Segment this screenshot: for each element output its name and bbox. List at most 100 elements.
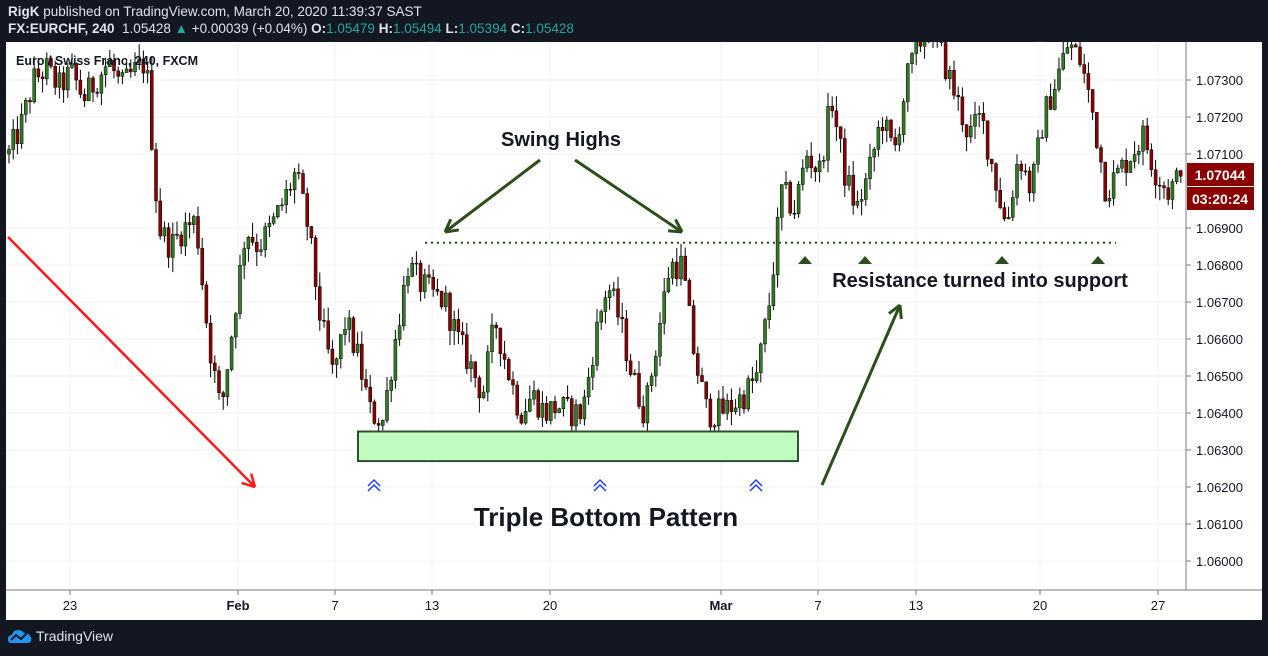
last-price-label-bg <box>1187 163 1254 186</box>
candle <box>313 235 318 300</box>
candle-body <box>763 319 767 345</box>
candle <box>822 155 826 169</box>
candle <box>1057 57 1061 92</box>
double-chevron-up-icon <box>749 478 763 487</box>
candle-body <box>473 361 477 378</box>
candle-body <box>998 189 1002 208</box>
double-chevron-up-icon <box>593 483 607 492</box>
candle-body <box>574 404 578 427</box>
candle-body <box>1057 68 1061 90</box>
candle-body <box>805 155 809 169</box>
candle <box>654 350 658 387</box>
candle <box>641 395 645 428</box>
candle-body <box>292 172 297 190</box>
candle <box>410 256 414 278</box>
candle <box>1099 144 1103 173</box>
candle-body <box>985 120 990 160</box>
candle-body <box>964 124 969 138</box>
price-axis[interactable]: 1.07300 1.07200 1.07100 1.06900 1.06800 1.067… <box>1186 73 1243 569</box>
candle <box>1170 178 1175 210</box>
candle <box>330 340 335 374</box>
candle <box>582 389 587 426</box>
candle-body <box>385 390 389 421</box>
candle <box>1095 112 1099 150</box>
candle-body <box>1074 44 1078 48</box>
candle-body <box>372 401 377 424</box>
candle <box>402 276 406 331</box>
last-price: 1.05428 <box>122 21 171 36</box>
candle <box>112 53 116 79</box>
candle-body <box>801 167 805 185</box>
candle-body <box>549 401 553 421</box>
candle <box>57 65 62 99</box>
candle <box>637 361 641 409</box>
candle <box>28 97 32 114</box>
candle-body <box>502 353 507 360</box>
candle <box>939 27 944 47</box>
candle-body <box>1065 47 1070 54</box>
candle-body <box>297 172 301 174</box>
candle <box>154 142 158 213</box>
candle-body <box>922 38 927 47</box>
candle-body <box>973 113 977 127</box>
candle-body <box>658 323 662 357</box>
candle <box>859 189 864 216</box>
candle <box>906 62 910 112</box>
candle <box>544 396 549 424</box>
candle-body <box>582 396 587 420</box>
candle-body <box>246 237 251 249</box>
candle-body <box>771 274 776 307</box>
candle-body <box>637 373 641 407</box>
swing-high-arrow-left <box>444 158 541 234</box>
candle <box>612 281 616 297</box>
candle-body <box>120 72 125 77</box>
candle-body <box>910 53 914 64</box>
tradingview-brand[interactable]: TradingView <box>36 628 114 644</box>
candle-body <box>943 42 948 79</box>
price-tick-label: 1.06000 <box>1196 554 1243 569</box>
candle <box>670 258 675 285</box>
candle <box>355 332 360 357</box>
candle <box>1069 37 1074 61</box>
high-value: 1.05494 <box>392 21 442 36</box>
candle-body <box>679 255 683 280</box>
candle <box>981 102 986 134</box>
candle <box>414 251 419 276</box>
candle <box>830 96 834 118</box>
candle <box>801 159 805 191</box>
candle <box>1082 53 1086 84</box>
candle <box>792 199 797 220</box>
candle-body <box>57 72 62 88</box>
candle-body <box>624 318 629 362</box>
candle-body <box>250 237 255 243</box>
candle-body <box>465 334 469 369</box>
candle <box>914 27 918 66</box>
candle <box>1090 89 1095 121</box>
candle <box>780 184 784 231</box>
candle <box>872 146 876 172</box>
candle <box>145 61 150 84</box>
candle-body <box>330 348 335 365</box>
candle <box>885 116 889 143</box>
candle-body <box>893 137 897 146</box>
candle-body <box>477 377 482 399</box>
candle <box>318 272 322 331</box>
candle <box>19 103 24 149</box>
candle <box>1132 141 1137 169</box>
candle <box>280 198 284 211</box>
time-axis[interactable]: 23 Feb 7 13 20 Mar 7 13 20 27 <box>63 590 1165 613</box>
candle <box>259 238 263 257</box>
candle-body <box>712 425 717 428</box>
candle <box>1074 42 1078 48</box>
candle-body <box>515 384 519 416</box>
author-name[interactable]: RigK <box>8 4 40 19</box>
candle <box>1086 62 1091 103</box>
candle <box>406 267 410 294</box>
chart-panel[interactable]: 1.07300 1.07200 1.07100 1.06900 1.06800 1.067… <box>6 6 1262 620</box>
candle-body <box>271 216 276 224</box>
candle <box>452 310 456 346</box>
candle <box>599 309 603 331</box>
candlestick-chart[interactable]: 1.07300 1.07200 1.07100 1.06900 1.06800 1.067… <box>6 6 1262 620</box>
candle <box>1137 144 1141 165</box>
candle <box>36 57 41 83</box>
